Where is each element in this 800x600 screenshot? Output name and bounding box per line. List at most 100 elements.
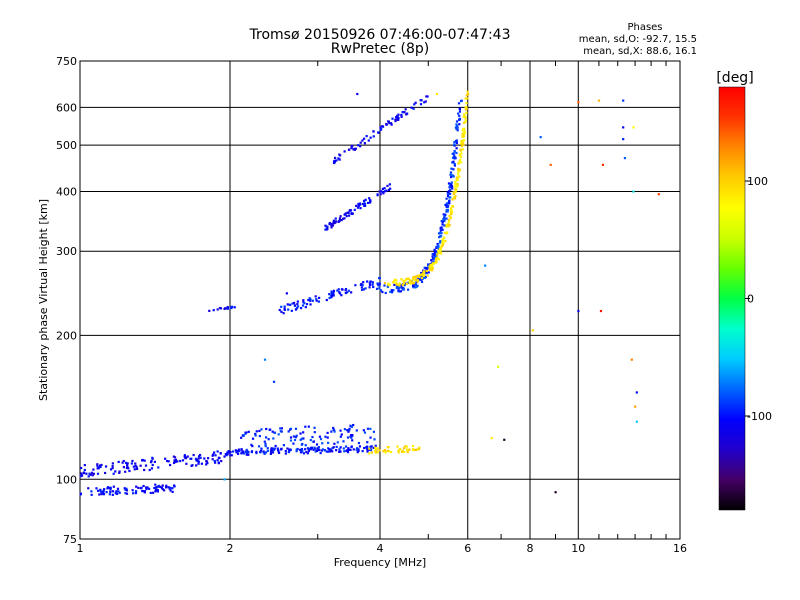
y-tick-label: 75 <box>63 533 77 546</box>
echo-point <box>417 277 420 280</box>
echo-point <box>393 283 396 287</box>
echo-point <box>165 484 168 487</box>
echo-point <box>393 278 397 281</box>
echo-point <box>450 208 453 211</box>
echo-point <box>346 451 350 454</box>
echo-point <box>241 450 244 453</box>
echo-point <box>434 253 437 256</box>
echo-point <box>446 192 450 196</box>
echo-point <box>254 432 257 436</box>
echo-point <box>439 234 443 238</box>
echo-point <box>414 283 417 286</box>
echo-point <box>148 468 151 472</box>
echo-point <box>277 451 281 455</box>
echo-point <box>453 197 456 200</box>
echo-point <box>372 135 375 138</box>
echo-point <box>374 450 377 453</box>
echo-point <box>383 448 387 452</box>
echo-point <box>432 260 435 263</box>
echo-point <box>216 459 219 462</box>
echo-point <box>376 282 379 285</box>
echo-point <box>183 455 186 458</box>
echo-point <box>453 154 456 157</box>
echo-point <box>430 267 433 271</box>
echo-point <box>371 281 374 284</box>
echo-point <box>227 450 230 453</box>
echo-point <box>448 214 451 217</box>
echo-point <box>359 283 362 286</box>
echo-point <box>150 461 153 464</box>
echo-point <box>400 284 403 287</box>
echo-point <box>408 448 411 451</box>
phase-info-o-mode: mean, sd,O: -92.7, 15.5 <box>579 34 697 45</box>
echo-point <box>444 240 447 243</box>
echo-point <box>245 451 248 454</box>
echo-point <box>173 456 177 459</box>
echo-point <box>271 451 275 454</box>
echo-point <box>336 289 339 292</box>
echo-point <box>300 437 304 440</box>
echo-point <box>118 491 121 494</box>
echo-point <box>309 439 312 442</box>
echo-point <box>459 149 463 152</box>
echo-point <box>398 286 401 289</box>
echo-point <box>299 432 302 435</box>
echo-point <box>181 459 185 462</box>
echo-point <box>245 448 248 452</box>
echo-point <box>438 249 442 252</box>
echo-point <box>427 271 430 274</box>
echo-point <box>452 175 455 178</box>
echo-point <box>346 211 349 215</box>
echo-point <box>213 459 216 463</box>
echo-point <box>263 440 266 443</box>
echo-point <box>140 486 143 489</box>
echo-point <box>278 308 281 312</box>
echo-point <box>458 123 461 126</box>
echo-point <box>351 434 354 437</box>
echo-point <box>443 218 446 221</box>
echo-point <box>441 240 444 244</box>
echo-point <box>437 244 440 247</box>
echo-point <box>207 457 210 460</box>
echo-point <box>397 449 400 452</box>
echo-point <box>304 425 307 428</box>
echo-point <box>213 461 217 464</box>
phase-info-x-mode: mean, sd,X: 88.6, 16.1 <box>583 46 697 57</box>
chart-title: Tromsø 20150926 07:46:00-07:47:43 <box>249 27 511 43</box>
echo-point <box>263 452 266 455</box>
echo-point <box>368 281 371 284</box>
echo-point <box>151 456 154 459</box>
echo-point <box>390 123 393 126</box>
echo-point <box>295 308 298 311</box>
echo-point <box>339 446 342 449</box>
echo-point <box>214 454 217 457</box>
echo-point <box>212 453 215 456</box>
echo-point <box>389 122 393 125</box>
x-tick-label: 10 <box>571 542 585 555</box>
echo-point <box>288 448 291 451</box>
echo-point <box>189 457 192 460</box>
echo-point <box>448 199 451 202</box>
echo-point <box>338 291 341 294</box>
echo-point <box>392 280 396 283</box>
echo-point <box>306 452 310 455</box>
echo-point <box>122 466 126 469</box>
x-tick-label: 2 <box>227 542 234 555</box>
echo-point <box>413 275 417 278</box>
echo-point <box>391 117 394 120</box>
echo-point <box>83 468 86 472</box>
echo-point <box>96 464 99 467</box>
echo-point <box>347 148 351 151</box>
echo-point <box>413 103 416 106</box>
echo-point <box>445 223 448 226</box>
echo-point <box>255 451 258 455</box>
echo-point <box>247 451 250 454</box>
echo-point <box>332 428 336 431</box>
echo-point <box>330 222 333 226</box>
echo-point <box>100 463 103 467</box>
echo-point <box>79 475 82 478</box>
echo-point <box>242 434 245 437</box>
echo-point <box>330 430 333 433</box>
echo-point <box>269 428 272 431</box>
echo-point <box>330 296 333 299</box>
